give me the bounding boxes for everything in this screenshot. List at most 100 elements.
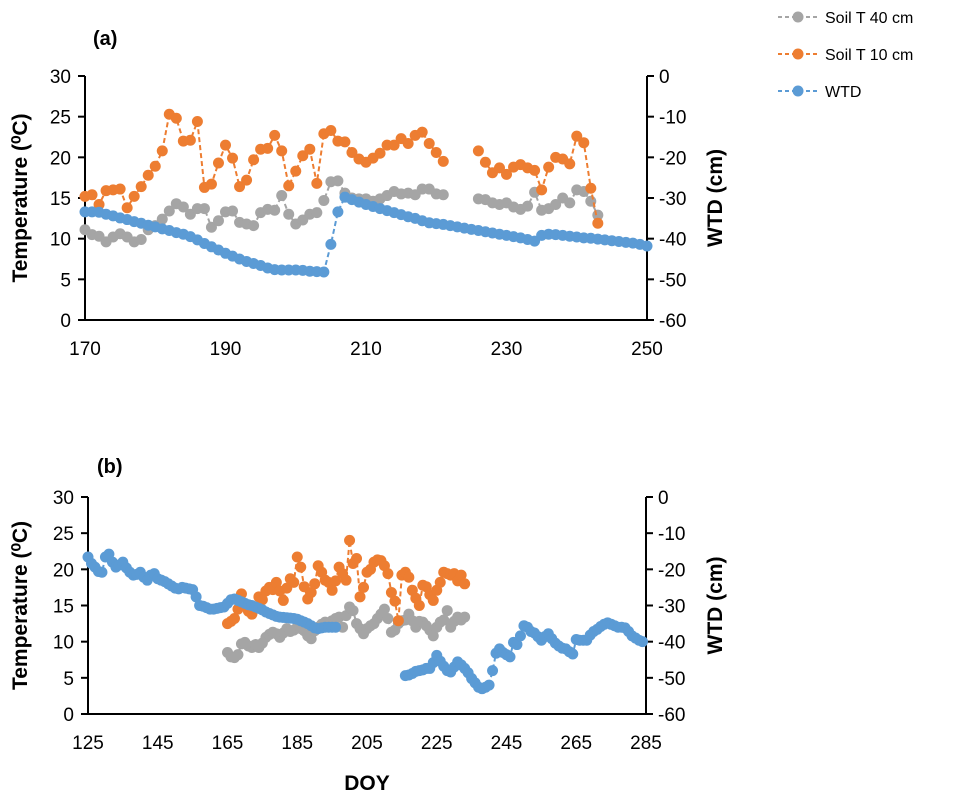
y-tick-label: 15 bbox=[50, 189, 71, 210]
y-tick-label: 25 bbox=[50, 108, 71, 129]
x-tick-label: 170 bbox=[69, 339, 101, 360]
data-point bbox=[374, 147, 386, 159]
data-point bbox=[283, 208, 295, 220]
y2-tick-label: -30 bbox=[658, 597, 685, 618]
y-tick-label: 25 bbox=[53, 524, 74, 545]
legend-marker bbox=[792, 11, 804, 23]
y-tick-label: 20 bbox=[50, 148, 71, 169]
data-point bbox=[564, 158, 576, 170]
data-point bbox=[205, 221, 217, 233]
legend-label: WTD bbox=[825, 84, 861, 101]
data-point bbox=[385, 586, 397, 598]
data-point bbox=[86, 189, 98, 201]
y2-tick-label: -40 bbox=[659, 230, 686, 251]
y-tick-label: 5 bbox=[60, 270, 71, 291]
data-point bbox=[392, 615, 404, 627]
data-point bbox=[269, 204, 281, 216]
data-point bbox=[228, 613, 240, 625]
chart-a: 0 5 10 15 20 25 30 -60 -50 -40 -30 -20 -10 0 170 190 210… bbox=[9, 28, 727, 360]
data-point bbox=[93, 199, 105, 211]
data-point bbox=[416, 126, 428, 138]
legend-marker bbox=[792, 48, 804, 60]
data-point bbox=[156, 145, 168, 157]
data-point bbox=[441, 605, 453, 617]
y-tick-label: 30 bbox=[50, 67, 71, 88]
data-point bbox=[276, 145, 288, 157]
legend-marker bbox=[792, 85, 804, 97]
x-tick-label: 185 bbox=[281, 733, 313, 754]
data-point bbox=[578, 137, 590, 149]
data-point bbox=[427, 630, 439, 642]
data-point bbox=[262, 142, 274, 154]
data-point bbox=[351, 552, 363, 564]
data-point bbox=[382, 613, 394, 625]
data-point bbox=[403, 571, 415, 583]
data-point bbox=[522, 200, 534, 212]
legend-label: Soil T 10 cm bbox=[825, 47, 913, 64]
data-point bbox=[330, 575, 342, 587]
data-point bbox=[514, 630, 526, 642]
data-point bbox=[459, 578, 471, 590]
data-point bbox=[227, 205, 239, 217]
data-point bbox=[413, 600, 425, 611]
x-tick-label: 230 bbox=[491, 339, 523, 360]
y2-tick-label: -50 bbox=[659, 270, 686, 291]
data-point bbox=[163, 205, 175, 217]
x-tick-label: 245 bbox=[491, 733, 523, 754]
chart-b: 0 5 10 15 20 25 30 -60 -50 -40 -30 -20 -10 0 125 145 165… bbox=[9, 456, 727, 795]
data-point bbox=[434, 576, 446, 588]
data-point bbox=[311, 177, 323, 189]
x-tick-label: 205 bbox=[351, 733, 383, 754]
data-point bbox=[276, 190, 288, 202]
data-point bbox=[212, 215, 224, 227]
data-point bbox=[564, 197, 576, 209]
data-point bbox=[288, 576, 300, 588]
data-point bbox=[241, 174, 253, 186]
data-point bbox=[212, 157, 224, 169]
data-point bbox=[483, 679, 495, 691]
series-line bbox=[84, 112, 445, 211]
data-point bbox=[227, 152, 239, 164]
y-axis-title: Temperature (⁰C) bbox=[9, 521, 32, 690]
data-point bbox=[402, 138, 414, 150]
data-point bbox=[269, 129, 281, 141]
data-point bbox=[493, 162, 505, 174]
data-point bbox=[318, 194, 330, 206]
data-point bbox=[354, 591, 366, 603]
x-tick-label: 210 bbox=[350, 339, 382, 360]
data-point bbox=[511, 639, 523, 651]
data-point bbox=[256, 594, 268, 606]
data-point bbox=[304, 143, 316, 155]
y2-tick-label: -40 bbox=[658, 633, 685, 654]
data-point bbox=[358, 581, 370, 593]
data-point bbox=[529, 164, 541, 176]
data-point bbox=[232, 649, 244, 661]
data-point bbox=[305, 586, 317, 598]
x-tick-label: 125 bbox=[72, 733, 104, 754]
data-point bbox=[637, 636, 649, 648]
y2-tick-label: 0 bbox=[659, 67, 670, 88]
y2-tick-label: -20 bbox=[659, 148, 686, 169]
data-point bbox=[248, 220, 260, 232]
data-point bbox=[543, 161, 555, 173]
data-point bbox=[479, 156, 491, 168]
y-tick-label: 10 bbox=[50, 230, 71, 251]
data-point bbox=[325, 124, 337, 136]
y-tick-label: 20 bbox=[53, 560, 74, 581]
data-point bbox=[472, 145, 484, 157]
data-point bbox=[641, 240, 653, 252]
data-point bbox=[311, 207, 323, 219]
data-point bbox=[270, 576, 282, 588]
data-point bbox=[423, 138, 435, 150]
y2-axis-title: WTD (cm) bbox=[704, 557, 727, 655]
data-point bbox=[297, 150, 309, 162]
y-tick-label: 30 bbox=[53, 488, 74, 509]
data-point bbox=[459, 611, 471, 623]
y-tick-label: 0 bbox=[63, 705, 74, 726]
data-point bbox=[121, 202, 133, 214]
data-point bbox=[318, 266, 330, 278]
data-point bbox=[190, 591, 202, 603]
data-point bbox=[344, 534, 356, 546]
data-point bbox=[283, 180, 295, 192]
